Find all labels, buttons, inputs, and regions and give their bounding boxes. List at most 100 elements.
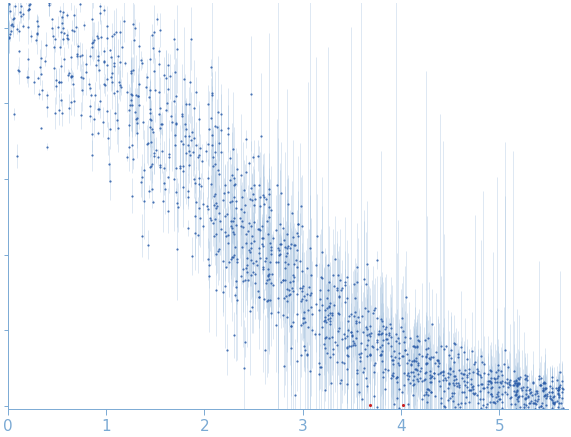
Point [77, 52, 86, 59]
Point [325, 318, 335, 325]
Point [208, 141, 217, 148]
Point [56, 28, 65, 35]
Point [388, 356, 397, 363]
Point [13, 25, 22, 32]
Point [463, 384, 472, 391]
Point [150, 150, 159, 157]
Point [249, 190, 258, 197]
Point [503, 364, 512, 371]
Point [274, 259, 283, 266]
Point [493, 393, 502, 400]
Point [237, 205, 246, 212]
Point [456, 404, 465, 411]
Point [480, 369, 489, 376]
Point [94, 53, 103, 60]
Point [347, 332, 356, 339]
Point [244, 160, 254, 166]
Point [443, 373, 452, 380]
Point [505, 376, 514, 383]
Point [386, 333, 395, 340]
Point [186, 136, 195, 143]
Point [130, 108, 139, 115]
Point [99, 59, 108, 66]
Point [315, 360, 324, 367]
Point [358, 329, 367, 336]
Point [263, 231, 272, 238]
Point [114, 79, 123, 86]
Point [315, 363, 324, 370]
Point [220, 213, 229, 220]
Point [246, 249, 255, 256]
Point [298, 282, 307, 289]
Point [447, 393, 456, 400]
Point [356, 340, 365, 347]
Point [441, 403, 450, 410]
Point [74, 42, 83, 49]
Point [530, 405, 540, 412]
Point [11, 3, 20, 10]
Point [520, 376, 529, 383]
Point [238, 223, 247, 230]
Point [536, 382, 545, 388]
Point [259, 243, 268, 250]
Point [421, 368, 431, 375]
Point [289, 274, 299, 281]
Point [554, 387, 563, 394]
Point [185, 147, 194, 154]
Point [394, 405, 403, 412]
Point [183, 141, 192, 148]
Point [271, 226, 280, 233]
Point [15, 9, 25, 16]
Point [231, 283, 240, 290]
Point [226, 154, 235, 161]
Point [444, 351, 453, 358]
Point [450, 372, 459, 379]
Point [57, 62, 66, 69]
Point [58, 9, 67, 16]
Point [534, 376, 544, 383]
Point [249, 154, 258, 161]
Point [246, 90, 255, 97]
Point [286, 290, 295, 297]
Point [531, 399, 540, 406]
Point [7, 20, 17, 27]
Point [69, 98, 78, 105]
Point [409, 392, 418, 399]
Point [288, 284, 297, 291]
Point [340, 334, 349, 341]
Point [3, 34, 13, 41]
Point [349, 313, 359, 320]
Point [193, 232, 202, 239]
Point [356, 354, 365, 361]
Point [548, 396, 557, 403]
Point [99, 7, 108, 14]
Point [175, 165, 184, 172]
Point [537, 374, 546, 381]
Point [65, 105, 74, 112]
Point [435, 378, 444, 385]
Point [484, 381, 493, 388]
Point [66, 0, 75, 4]
Point [159, 71, 168, 78]
Point [167, 118, 176, 125]
Point [250, 202, 259, 209]
Point [58, 109, 67, 116]
Point [133, 92, 142, 99]
Point [510, 379, 520, 386]
Point [538, 388, 548, 395]
Point [107, 69, 116, 76]
Point [139, 166, 148, 173]
Point [242, 261, 251, 268]
Point [32, 30, 41, 37]
Point [247, 185, 256, 192]
Point [220, 283, 230, 290]
Point [433, 371, 443, 378]
Point [311, 261, 320, 268]
Point [134, 80, 143, 87]
Point [537, 402, 546, 409]
Point [158, 120, 167, 127]
Point [473, 370, 482, 377]
Point [379, 323, 388, 329]
Point [208, 132, 217, 139]
Point [369, 307, 379, 314]
